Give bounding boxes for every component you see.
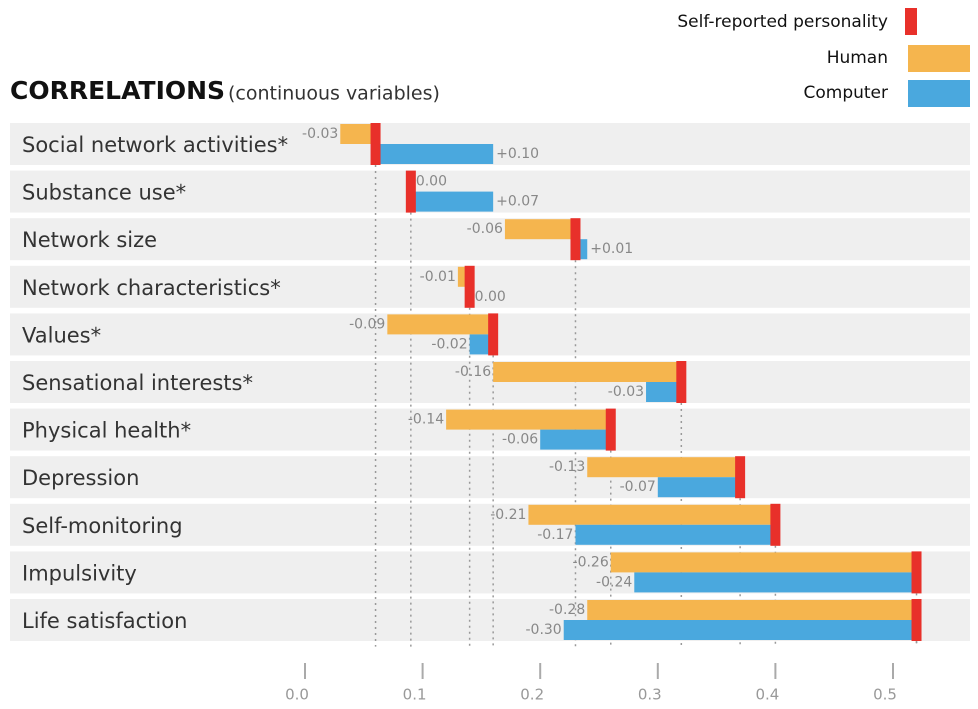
category-label: Substance use* [22,181,186,205]
self-marker [370,123,381,165]
row-background [10,361,970,403]
value-label: -0.26 [573,554,609,570]
value-label: -0.17 [537,527,573,543]
self-marker [405,170,416,213]
x-tick-label: 0.0 [285,686,309,704]
computer-bar [634,572,917,593]
computer-bar [646,382,682,402]
chart-title: CORRELATIONS [10,76,225,105]
row-background [10,503,970,546]
category-label: Life satisfaction [22,609,187,633]
value-label: -0.30 [525,622,561,638]
value-label: -0.03 [608,384,644,400]
self-marker [570,218,581,261]
value-label: +0.10 [496,146,539,162]
chart-subtitle: (continuous variables) [228,83,440,105]
value-label: -0.14 [408,412,444,428]
human-bar [587,457,741,478]
value-label: -0.13 [549,459,585,475]
value-label: -0.02 [431,336,467,352]
self-marker [770,503,781,546]
category-label: Physical health* [22,419,191,443]
value-label: 0.00 [475,289,506,305]
row-background [10,265,970,308]
category-label: Self-monitoring [22,514,183,538]
value-label: -0.21 [490,507,526,523]
category-label: Network characteristics* [22,276,281,300]
category-label: Impulsivity [22,561,137,585]
x-tick-label: 0.4 [755,686,779,704]
computer-bar [575,524,776,545]
self-marker [605,408,616,451]
value-label: -0.06 [502,432,538,448]
self-marker [735,456,746,499]
value-label: +0.07 [496,194,539,210]
self-marker [464,265,475,308]
self-marker [488,313,499,356]
x-tick-label: 0.1 [403,686,427,704]
human-bar [610,552,917,573]
legend-label: Self-reported personality [677,12,888,32]
legend-swatch [908,80,970,107]
value-label: 0.00 [416,174,447,190]
value-label: -0.16 [455,364,491,380]
self-marker [911,599,922,641]
computer-bar [657,477,741,498]
x-tick-label: 0.2 [520,686,544,704]
category-label: Network size [22,228,157,252]
value-label: -0.07 [620,479,656,495]
computer-bar [469,334,494,355]
value-label: -0.01 [420,269,456,285]
computer-bar [410,191,494,212]
human-bar [340,124,376,144]
value-label: -0.09 [349,316,385,332]
category-label: Social network activities* [22,133,288,157]
value-label: -0.24 [596,574,632,590]
legend-label: Computer [803,83,888,103]
computer-bar [375,144,494,164]
computer-bar [575,239,588,260]
value-label: -0.03 [302,126,338,142]
value-label: -0.28 [549,602,585,618]
computer-bar [540,429,611,450]
x-tick-label: 0.5 [873,686,897,704]
row-background [10,456,970,499]
human-bar [493,362,682,382]
human-bar [387,314,494,335]
human-bar [457,266,470,287]
legend-swatch [905,8,917,35]
self-marker [911,551,922,594]
row-background [10,218,970,261]
category-label: Depression [22,466,139,490]
computer-bar [563,620,917,640]
human-bar [587,600,917,620]
category-label: Values* [22,323,101,347]
value-label: -0.06 [467,221,503,237]
category-label: Sensational interests* [22,371,253,395]
x-tick-label: 0.3 [638,686,662,704]
self-marker [676,361,687,403]
value-label: +0.01 [590,241,633,257]
human-bar [528,504,776,525]
legend-swatch [908,45,970,72]
human-bar [446,409,611,430]
legend-label: Human [827,48,888,68]
human-bar [504,219,576,240]
